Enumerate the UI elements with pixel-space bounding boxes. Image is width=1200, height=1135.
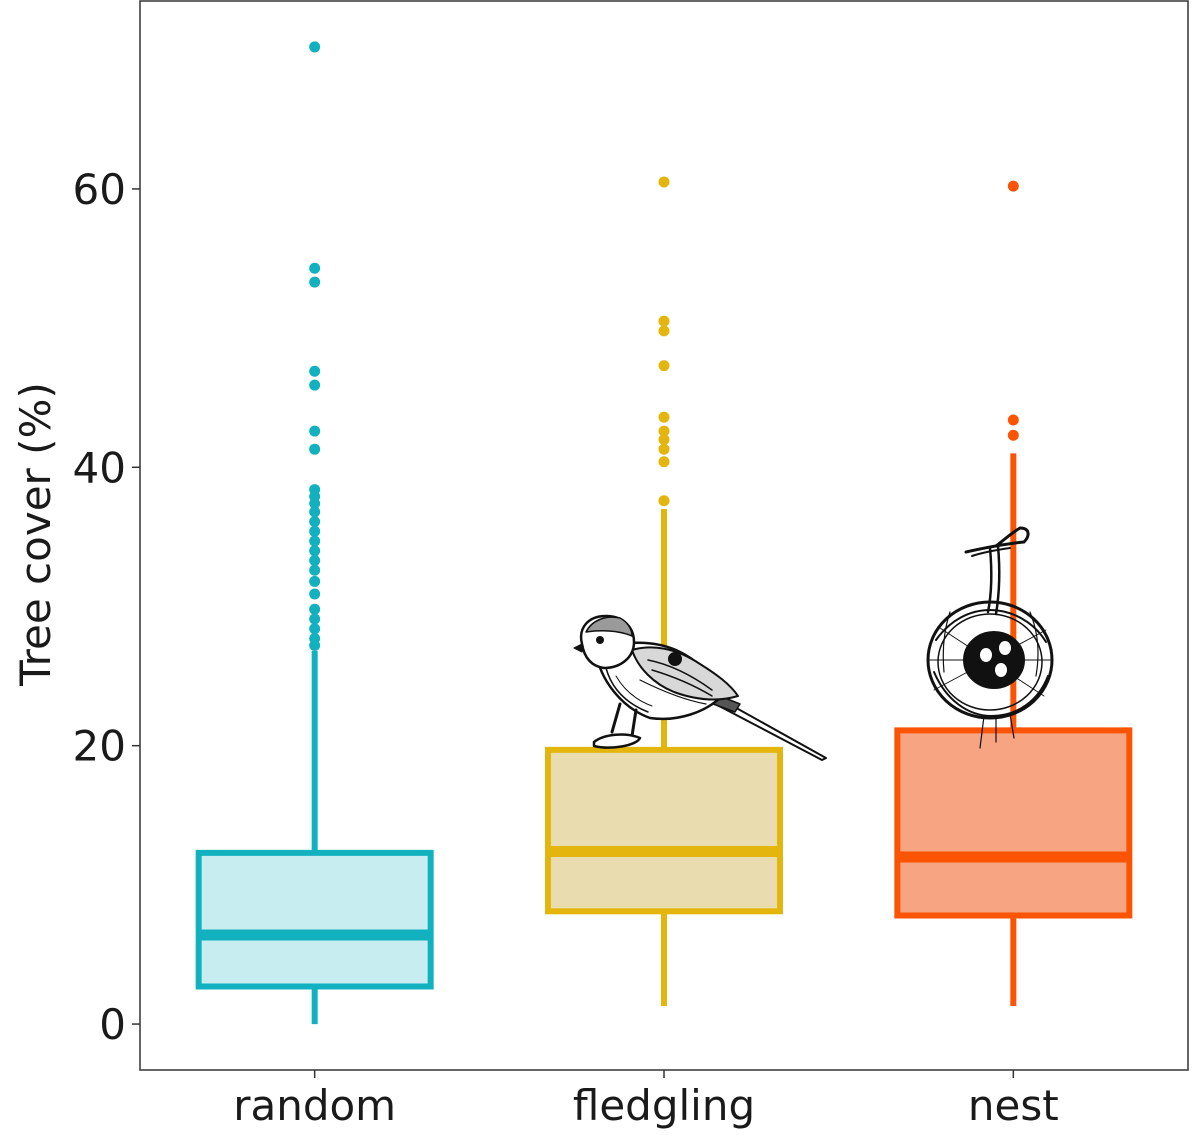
outlier-point — [658, 360, 670, 372]
outlier-point — [309, 516, 321, 528]
outlier-point — [309, 443, 321, 455]
outlier-point — [658, 315, 670, 327]
outlier-point — [309, 588, 321, 600]
outlier-point — [1007, 180, 1019, 192]
x-tick-label-nest: nest — [968, 1081, 1059, 1130]
outlier-point — [658, 176, 670, 188]
outlier-point — [309, 564, 321, 576]
outlier-point — [658, 456, 670, 468]
outlier-point — [658, 443, 670, 455]
outlier-point — [658, 325, 670, 337]
box-group-nest — [894, 180, 1133, 1006]
y-tick-label: 40 — [73, 443, 126, 492]
box-group-fledgling — [545, 176, 783, 1006]
outlier-point — [309, 506, 321, 518]
outlier-point — [309, 545, 321, 557]
x-tick-label-random: random — [233, 1081, 396, 1130]
outlier-point — [309, 623, 321, 635]
outlier-point — [309, 425, 321, 437]
x-tick-label-fledgling: fledgling — [573, 1081, 755, 1130]
box-iqr — [545, 746, 783, 915]
outlier-point — [309, 41, 321, 53]
outlier-point — [658, 411, 670, 423]
outlier-point — [1007, 414, 1019, 426]
outlier-point — [658, 495, 670, 507]
y-tick-label: 60 — [73, 165, 126, 214]
outlier-point — [309, 639, 321, 651]
outlier-point — [309, 525, 321, 537]
outlier-point — [309, 379, 321, 391]
outlier-point — [309, 365, 321, 377]
outlier-point — [1007, 429, 1019, 441]
outlier-point — [309, 262, 321, 274]
outlier-point — [309, 603, 321, 615]
outlier-point — [658, 425, 670, 437]
box-iqr — [894, 727, 1133, 919]
boxes-layer — [195, 41, 1133, 1025]
y-tick-label: 0 — [99, 1000, 126, 1049]
outlier-point — [309, 555, 321, 567]
bird-illustration — [573, 614, 827, 761]
outlier-point — [309, 497, 321, 509]
y-axis-title: Tree cover (%) — [11, 382, 60, 687]
outlier-point — [658, 433, 670, 445]
nest-illustration — [926, 526, 1054, 749]
y-tick-label: 20 — [73, 722, 126, 771]
outlier-point — [309, 575, 321, 587]
outlier-point — [309, 613, 321, 625]
outlier-point — [309, 535, 321, 547]
box-group-random — [195, 41, 434, 1025]
outlier-point — [309, 276, 321, 288]
box-iqr — [195, 849, 434, 990]
axes-layer: 0 20 40 60 random fledgling nest — [73, 0, 1189, 1130]
